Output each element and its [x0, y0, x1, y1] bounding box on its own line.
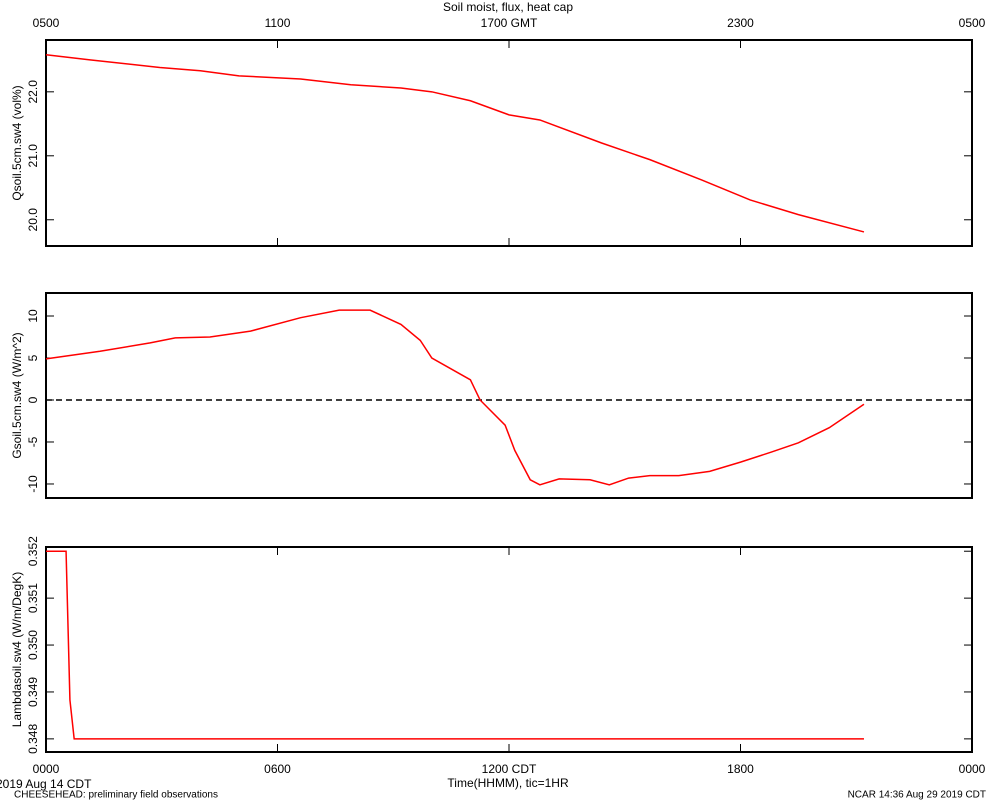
y-axis-label: Qsoil.5cm.sw4 (vol%) [10, 85, 24, 200]
x-tick-label: 1100 [265, 16, 291, 30]
y-axis-label: Gsoil.5cm.sw4 (W/m^2) [10, 332, 24, 458]
x-tick-label: 2300 [727, 16, 754, 30]
data-line [45, 309, 865, 486]
y-tick-label: 22.0 [26, 80, 40, 104]
chart-title: Soil moist, flux, heat cap [443, 0, 573, 14]
plot-frame [45, 39, 973, 247]
y-axis-label: Lambdasoil.sw4 (W/m/DegK) [10, 572, 24, 727]
footer-right: NCAR 14:36 Aug 29 2019 CDT [848, 790, 986, 800]
date-label: 2019 Aug 14 CDT [0, 777, 92, 791]
footer-left: CHEESEHEAD: preliminary field observatio… [14, 790, 218, 800]
y-tick-label: 20.0 [26, 208, 40, 232]
y-tick-label: 0.350 [26, 630, 40, 660]
x-tick-label: 0500 [959, 16, 986, 30]
y-tick-label: 0.349 [26, 677, 40, 707]
x-tick-label: 1800 [727, 762, 754, 776]
y-tick-label: -10 [26, 475, 40, 493]
y-tick-label: 10 [26, 309, 40, 323]
plot-frame [45, 546, 973, 753]
y-tick-label: 0 [26, 396, 40, 403]
y-tick-label: 0.348 [26, 724, 40, 754]
y-tick-label: -5 [26, 436, 40, 447]
plot-frame [45, 292, 973, 499]
data-line [45, 53, 865, 233]
x-axis-label: Time(HHMM), tic=1HR [447, 776, 569, 790]
x-tick-label: 0000 [959, 762, 986, 776]
y-tick-label: 21.0 [26, 144, 40, 168]
y-tick-label: 0.352 [26, 536, 40, 566]
x-tick-label: 1700 GMT [481, 16, 538, 30]
y-tick-label: 0.351 [26, 583, 40, 613]
x-tick-label: 1200 CDT [482, 762, 537, 776]
y-tick-label: 5 [26, 354, 40, 361]
x-tick-label: 0500 [33, 16, 60, 30]
x-tick-label: 0000 [33, 762, 60, 776]
x-tick-label: 0600 [264, 762, 291, 776]
data-line [46, 550, 864, 740]
